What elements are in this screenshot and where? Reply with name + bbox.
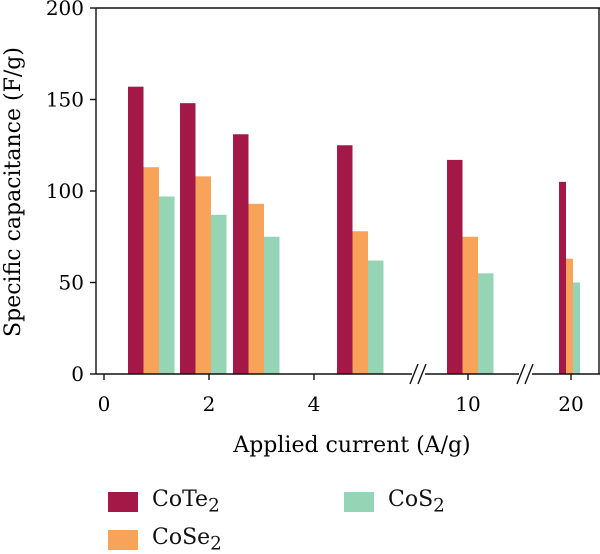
- bar-cose2-4: [352, 231, 368, 374]
- bar-cose2-10: [462, 236, 478, 374]
- bar-cos2-10: [478, 273, 494, 374]
- bar-cote2-1: [180, 103, 196, 374]
- bar-cote2-0_5: [128, 86, 144, 374]
- bar-cose2-2: [248, 203, 264, 374]
- y-tick-label: 50: [59, 271, 84, 295]
- bars-group: [128, 86, 580, 374]
- bar-cos2-0_5: [159, 196, 175, 374]
- y-axis-label: Specific capacitance (F/g): [1, 47, 26, 337]
- bar-cose2-1: [195, 176, 211, 374]
- x-tick-label: 0: [98, 392, 111, 416]
- bar-cote2-2: [233, 134, 249, 374]
- axis-break-mark: [409, 363, 419, 385]
- x-axis-label: Applied current (A/g): [232, 433, 470, 458]
- bar-cose2-0_5: [143, 167, 159, 374]
- x-tick-label: 2: [203, 392, 216, 416]
- bar-cos2-20: [573, 282, 580, 374]
- bar-cos2-1: [211, 214, 227, 374]
- axes-group: 0 50 100 150 200 0 2 4 10 20: [46, 0, 600, 416]
- x-tick-label: 4: [308, 392, 321, 416]
- axis-break-mark: [524, 363, 534, 385]
- axis-break-mark: [417, 363, 427, 385]
- bar-cote2-10: [447, 159, 463, 374]
- bar-cos2-4: [368, 260, 384, 374]
- y-tick-label: 0: [71, 362, 84, 386]
- y-tick-label: 100: [46, 179, 84, 203]
- bar-cose2-20: [566, 258, 573, 374]
- x-tick-label: 10: [455, 392, 480, 416]
- axis-break-mark: [516, 363, 526, 385]
- bar-cote2-20: [559, 181, 566, 374]
- bar-cos2-2: [264, 236, 280, 374]
- y-tick-label: 200: [46, 0, 84, 20]
- x-tick-label: 20: [558, 392, 583, 416]
- bar-cote2-4: [337, 145, 353, 374]
- y-tick-label: 150: [46, 88, 84, 112]
